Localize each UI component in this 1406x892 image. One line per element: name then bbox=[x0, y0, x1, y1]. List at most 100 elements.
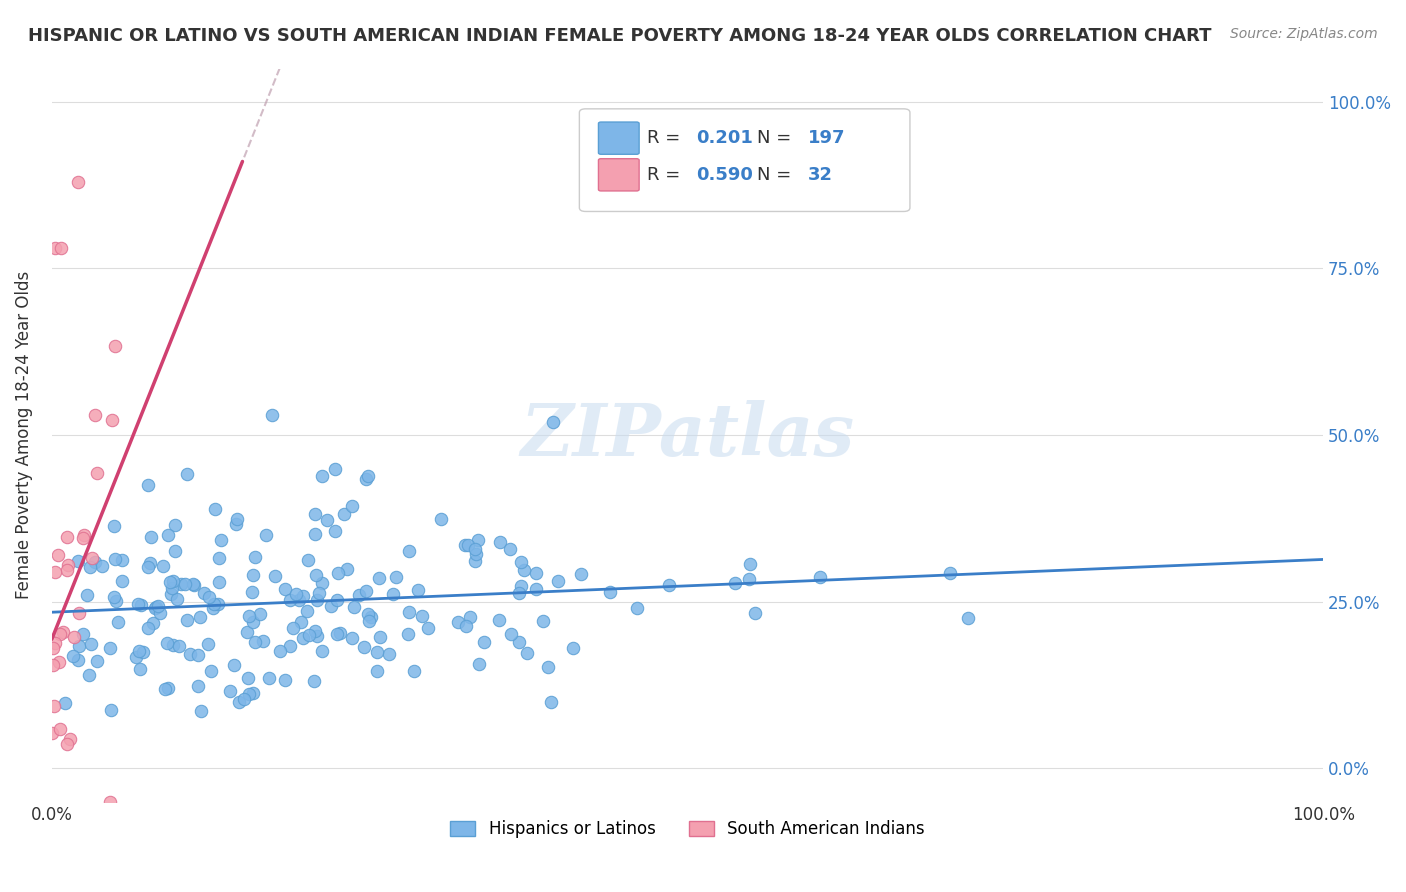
Hispanics or Latinos bbox=[499, 626, 522, 640]
Hispanics or Latinos bbox=[298, 628, 321, 642]
Hispanics or Latinos bbox=[360, 610, 382, 624]
Hispanics or Latinos bbox=[311, 468, 333, 483]
Hispanics or Latinos bbox=[142, 616, 165, 631]
Hispanics or Latinos bbox=[446, 615, 468, 630]
Hispanics or Latinos bbox=[467, 533, 489, 547]
Hispanics or Latinos bbox=[304, 527, 326, 541]
Hispanics or Latinos bbox=[336, 562, 359, 576]
Hispanics or Latinos bbox=[254, 528, 277, 542]
Hispanics or Latinos bbox=[329, 626, 352, 640]
FancyBboxPatch shape bbox=[599, 159, 640, 191]
Hispanics or Latinos bbox=[162, 638, 184, 652]
Hispanics or Latinos bbox=[157, 527, 180, 541]
Hispanics or Latinos bbox=[225, 517, 247, 532]
Hispanics or Latinos bbox=[278, 640, 301, 654]
Hispanics or Latinos bbox=[396, 627, 419, 641]
Hispanics or Latinos bbox=[333, 507, 356, 521]
Hispanics or Latinos bbox=[464, 554, 486, 568]
Hispanics or Latinos bbox=[599, 585, 621, 599]
South American Indians bbox=[49, 723, 72, 737]
Hispanics or Latinos bbox=[307, 629, 329, 643]
Hispanics or Latinos bbox=[80, 637, 103, 651]
Hispanics or Latinos bbox=[540, 695, 562, 709]
Hispanics or Latinos bbox=[66, 653, 89, 667]
Hispanics or Latinos bbox=[291, 590, 314, 604]
Hispanics or Latinos bbox=[737, 572, 759, 586]
Hispanics or Latinos bbox=[100, 703, 122, 717]
South American Indians bbox=[41, 641, 63, 656]
Hispanics or Latinos bbox=[162, 574, 184, 589]
Hispanics or Latinos bbox=[155, 682, 177, 697]
Hispanics or Latinos bbox=[238, 687, 260, 701]
Legend: Hispanics or Latinos, South American Indians: Hispanics or Latinos, South American Ind… bbox=[443, 814, 931, 845]
Hispanics or Latinos bbox=[222, 658, 245, 673]
Hispanics or Latinos bbox=[416, 621, 439, 635]
Hispanics or Latinos bbox=[174, 576, 197, 591]
Text: R =: R = bbox=[647, 166, 686, 184]
Hispanics or Latinos bbox=[90, 559, 112, 574]
Hispanics or Latinos bbox=[176, 613, 198, 627]
Hispanics or Latinos bbox=[366, 645, 388, 659]
Hispanics or Latinos bbox=[167, 639, 190, 653]
Hispanics or Latinos bbox=[160, 587, 183, 601]
South American Indians bbox=[44, 636, 66, 650]
Hispanics or Latinos bbox=[104, 551, 127, 566]
Hispanics or Latinos bbox=[316, 513, 339, 527]
Hispanics or Latinos bbox=[103, 519, 125, 533]
Hispanics or Latinos bbox=[547, 574, 569, 588]
Hispanics or Latinos bbox=[76, 588, 98, 602]
Hispanics or Latinos bbox=[308, 586, 330, 600]
Hispanics or Latinos bbox=[228, 695, 250, 709]
Hispanics or Latinos bbox=[252, 634, 274, 648]
South American Indians bbox=[49, 626, 72, 640]
Hispanics or Latinos bbox=[67, 639, 90, 653]
Hispanics or Latinos bbox=[398, 605, 420, 619]
Hispanics or Latinos bbox=[454, 538, 477, 552]
Hispanics or Latinos bbox=[319, 599, 342, 613]
South American Indians bbox=[84, 408, 107, 422]
Hispanics or Latinos bbox=[343, 600, 366, 615]
Text: N =: N = bbox=[758, 129, 797, 147]
Hispanics or Latinos bbox=[79, 559, 101, 574]
Hispanics or Latinos bbox=[323, 524, 346, 538]
South American Indians bbox=[55, 563, 77, 577]
Hispanics or Latinos bbox=[524, 582, 547, 596]
Hispanics or Latinos bbox=[302, 674, 325, 689]
Hispanics or Latinos bbox=[86, 654, 108, 668]
Hispanics or Latinos bbox=[62, 648, 84, 663]
Hispanics or Latinos bbox=[533, 614, 555, 628]
Hispanics or Latinos bbox=[238, 609, 260, 624]
Hispanics or Latinos bbox=[326, 593, 349, 607]
Hispanics or Latinos bbox=[238, 671, 260, 685]
Hispanics or Latinos bbox=[225, 512, 247, 526]
Hispanics or Latinos bbox=[472, 635, 495, 649]
Hispanics or Latinos bbox=[290, 615, 312, 629]
Hispanics or Latinos bbox=[456, 619, 478, 633]
Hispanics or Latinos bbox=[179, 647, 201, 661]
Hispanics or Latinos bbox=[204, 502, 226, 516]
Hispanics or Latinos bbox=[404, 665, 426, 679]
Hispanics or Latinos bbox=[347, 588, 370, 602]
Hispanics or Latinos bbox=[152, 559, 174, 574]
Hispanics or Latinos bbox=[149, 607, 172, 621]
Hispanics or Latinos bbox=[242, 568, 264, 582]
Hispanics or Latinos bbox=[202, 601, 225, 615]
Hispanics or Latinos bbox=[342, 499, 364, 513]
Text: 197: 197 bbox=[808, 129, 846, 147]
Hispanics or Latinos bbox=[127, 597, 149, 611]
Hispanics or Latinos bbox=[508, 586, 530, 600]
Hispanics or Latinos bbox=[370, 630, 392, 644]
Hispanics or Latinos bbox=[368, 571, 391, 585]
Hispanics or Latinos bbox=[128, 662, 150, 676]
South American Indians bbox=[59, 814, 82, 829]
South American Indians bbox=[86, 467, 108, 481]
Text: R =: R = bbox=[647, 129, 686, 147]
Hispanics or Latinos bbox=[406, 583, 429, 598]
Hispanics or Latinos bbox=[100, 641, 122, 656]
South American Indians bbox=[48, 655, 70, 669]
South American Indians bbox=[67, 175, 90, 189]
Hispanics or Latinos bbox=[464, 547, 486, 561]
Hispanics or Latinos bbox=[561, 641, 583, 656]
Hispanics or Latinos bbox=[163, 518, 186, 533]
Hispanics or Latinos bbox=[508, 634, 530, 648]
